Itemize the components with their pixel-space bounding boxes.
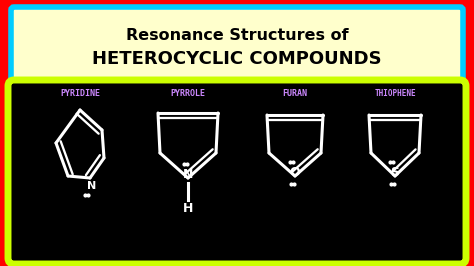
Text: N: N [183, 168, 193, 181]
Text: HETEROCYCLIC COMPOUNDS: HETEROCYCLIC COMPOUNDS [92, 50, 382, 68]
Text: FURAN: FURAN [283, 89, 308, 98]
Text: S: S [391, 165, 400, 178]
FancyBboxPatch shape [11, 7, 463, 81]
Text: PYRIDINE: PYRIDINE [60, 89, 100, 98]
Text: O: O [290, 165, 301, 178]
Text: THIOPHENE: THIOPHENE [374, 89, 416, 98]
FancyBboxPatch shape [8, 80, 466, 264]
Text: N: N [87, 181, 97, 191]
Text: H: H [183, 202, 193, 214]
Text: PYRROLE: PYRROLE [171, 89, 206, 98]
Text: Resonance Structures of: Resonance Structures of [126, 28, 348, 44]
